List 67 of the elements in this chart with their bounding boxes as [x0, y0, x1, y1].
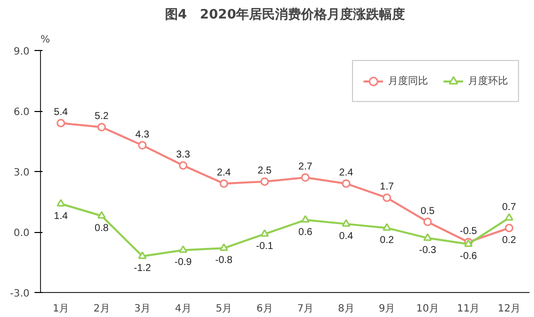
x-tick-label: 4月 — [174, 304, 192, 314]
point — [220, 243, 228, 251]
data-label: 4.3 — [135, 129, 150, 140]
data-label: 2.4 — [216, 168, 232, 179]
x-tick-label: 10月 — [416, 304, 439, 314]
data-label: 5.2 — [94, 111, 110, 122]
y-tick-label: 6.0 — [14, 107, 30, 118]
x-tick-label: 6月 — [256, 304, 273, 314]
data-label: -0.6 — [460, 251, 478, 262]
data-label: -0.9 — [174, 257, 192, 268]
point — [260, 177, 269, 186]
x-tick-label: 3月 — [134, 304, 151, 314]
y-axis-title: % — [40, 34, 50, 46]
data-label: 0.2 — [380, 234, 394, 246]
y-tick-label: 3.0 — [14, 168, 30, 178]
x-tick-label: 11月 — [457, 304, 480, 314]
data-label: 0.6 — [298, 226, 313, 238]
point — [178, 245, 188, 253]
data-label: 2.7 — [298, 162, 313, 173]
legend-label: 月度环比 — [468, 74, 508, 88]
x-tick-label: 9月 — [378, 304, 396, 314]
point — [97, 122, 106, 132]
point — [382, 193, 392, 202]
point — [138, 141, 147, 150]
data-label: 0.5 — [420, 206, 436, 217]
point — [178, 161, 188, 170]
point — [382, 223, 392, 231]
x-tick-label: 5月 — [216, 304, 232, 314]
data-label: 5.4 — [54, 107, 68, 118]
data-label: 2.5 — [258, 166, 272, 177]
data-label: -0.5 — [460, 226, 478, 238]
data-label: 1.7 — [380, 182, 394, 193]
point — [138, 251, 147, 259]
point — [504, 224, 514, 232]
data-label: -1.2 — [134, 263, 152, 274]
chart-title: 图4 2020年居民消费价格月度涨跌幅度 — [164, 6, 406, 22]
data-label: -0.8 — [215, 255, 233, 266]
data-label: 1.4 — [54, 210, 68, 222]
x-tick-label: 1月 — [52, 304, 70, 314]
point — [97, 211, 106, 219]
point — [423, 233, 432, 241]
y-tick-label: 9.0 — [14, 46, 30, 58]
data-label: -0.1 — [256, 241, 274, 252]
y-tick-label: -3.0 — [10, 288, 30, 300]
point — [342, 219, 350, 227]
x-tick-label: 7月 — [297, 304, 314, 314]
point — [301, 215, 310, 223]
data-label: 0.2 — [502, 234, 517, 246]
point — [342, 179, 350, 188]
point — [220, 179, 228, 188]
x-tick-label: 12月 — [498, 304, 520, 314]
point — [301, 173, 310, 182]
data-label: 3.3 — [176, 149, 191, 160]
data-label: 0.8 — [94, 222, 110, 234]
data-label: 0.7 — [502, 202, 517, 213]
point — [56, 118, 66, 128]
x-tick-label: 8月 — [338, 304, 354, 314]
legend-label: 月度同比 — [388, 74, 428, 88]
point — [56, 198, 66, 207]
point — [260, 229, 269, 237]
y-tick-label: 0.0 — [14, 228, 30, 239]
data-label: -0.3 — [419, 245, 437, 256]
data-label: 2.4 — [339, 168, 354, 179]
x-tick-label: 2月 — [93, 304, 110, 314]
point — [423, 218, 432, 226]
point — [504, 213, 514, 221]
data-label: 0.4 — [339, 230, 354, 242]
